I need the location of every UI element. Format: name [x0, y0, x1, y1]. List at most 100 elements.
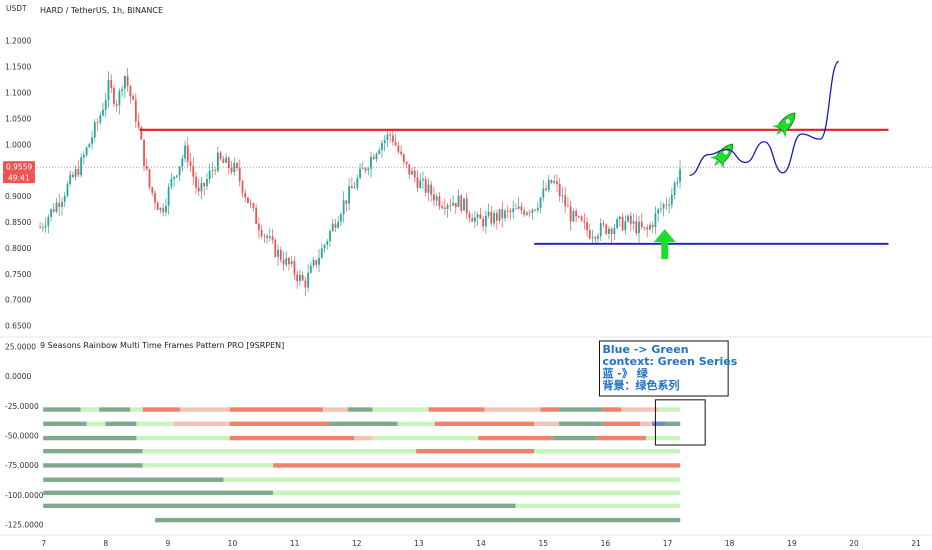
candle: [452, 202, 454, 206]
heatmap-segment: [322, 407, 348, 412]
candle: [515, 208, 517, 210]
candle: [320, 248, 323, 258]
candle: [676, 181, 679, 184]
candle: [433, 194, 435, 201]
candle: [165, 205, 167, 213]
candle: [181, 158, 184, 167]
highlight-box: [654, 399, 706, 446]
candle: [449, 205, 452, 207]
x-tick: 14: [476, 539, 486, 548]
note-line: 蓝 -》 绿: [602, 366, 648, 380]
candle: [608, 228, 610, 234]
candle: [236, 162, 238, 168]
candle: [416, 177, 419, 188]
note-line: 背景：绿色系列: [602, 378, 679, 392]
candle: [96, 122, 99, 124]
candle: [525, 212, 528, 215]
heatmap-segment: [559, 407, 603, 412]
candle: [132, 96, 134, 100]
heatmap-segment: [273, 490, 681, 495]
candle: [299, 274, 301, 282]
candle: [318, 257, 320, 265]
indicator-y-tick: 0.0000: [5, 372, 31, 381]
candle: [389, 134, 392, 136]
price-y-tick: 0.6500: [5, 322, 31, 331]
candle: [495, 213, 498, 221]
candle: [200, 182, 203, 192]
candle: [419, 180, 422, 188]
x-tick: 16: [601, 539, 611, 548]
candle: [528, 212, 531, 214]
candle: [121, 88, 124, 92]
candle: [679, 168, 681, 182]
candle: [597, 236, 599, 239]
candle: [468, 213, 471, 219]
heatmap-segment: [347, 407, 373, 412]
price-y-tick: 0.9000: [5, 192, 31, 201]
candle: [47, 216, 50, 226]
candle: [564, 195, 567, 207]
candle: [225, 157, 227, 163]
heatmap-segment: [43, 421, 87, 427]
candle: [558, 184, 561, 197]
candle: [556, 181, 558, 185]
candle: [107, 80, 110, 101]
candle: [77, 168, 80, 176]
candle: [572, 210, 575, 222]
candle: [337, 221, 340, 228]
price-y-tick: 1.0000: [5, 140, 31, 149]
candle: [41, 227, 44, 229]
x-tick: 18: [725, 539, 735, 548]
candle: [282, 259, 285, 265]
candle: [72, 174, 74, 177]
candle: [405, 161, 408, 165]
heatmap-segment: [105, 421, 137, 427]
candle: [621, 216, 624, 231]
candle: [402, 154, 405, 162]
price-title: HARD / TetherUS, 1h, BINANCE: [40, 6, 163, 15]
candle: [143, 139, 145, 167]
candle: [148, 169, 151, 188]
candle: [134, 99, 137, 122]
candle: [383, 140, 386, 144]
candle: [175, 175, 178, 177]
candle: [123, 75, 126, 89]
candle: [80, 157, 83, 176]
candle: [372, 156, 375, 160]
candle: [216, 152, 219, 171]
x-tick: 15: [538, 539, 548, 548]
candle: [575, 210, 578, 217]
heatmap-segment: [353, 435, 373, 441]
candle: [542, 188, 545, 198]
candle: [227, 157, 230, 169]
heatmap-segment: [534, 448, 681, 454]
candle: [129, 86, 132, 97]
candle: [493, 213, 495, 224]
projection-curve: [689, 60, 840, 177]
candle: [61, 201, 63, 207]
candle: [482, 218, 485, 227]
heatmap-segment: [142, 407, 180, 412]
candle: [361, 168, 364, 170]
candle: [375, 153, 378, 160]
candle: [391, 135, 394, 142]
candle: [167, 186, 170, 206]
candle: [588, 230, 591, 239]
heatmap-segment: [136, 421, 174, 427]
candle: [367, 168, 370, 171]
candle: [586, 222, 588, 231]
heatmap-segment: [478, 435, 553, 441]
candle: [93, 122, 96, 138]
heatmap-segment: [484, 407, 541, 412]
heatmap-segment: [559, 421, 603, 427]
candle: [52, 209, 55, 212]
candle: [534, 209, 536, 211]
candle: [104, 100, 107, 110]
candle: [99, 115, 102, 123]
candle: [476, 214, 479, 218]
candle: [474, 217, 476, 222]
candle: [238, 167, 241, 182]
candle: [504, 210, 506, 219]
